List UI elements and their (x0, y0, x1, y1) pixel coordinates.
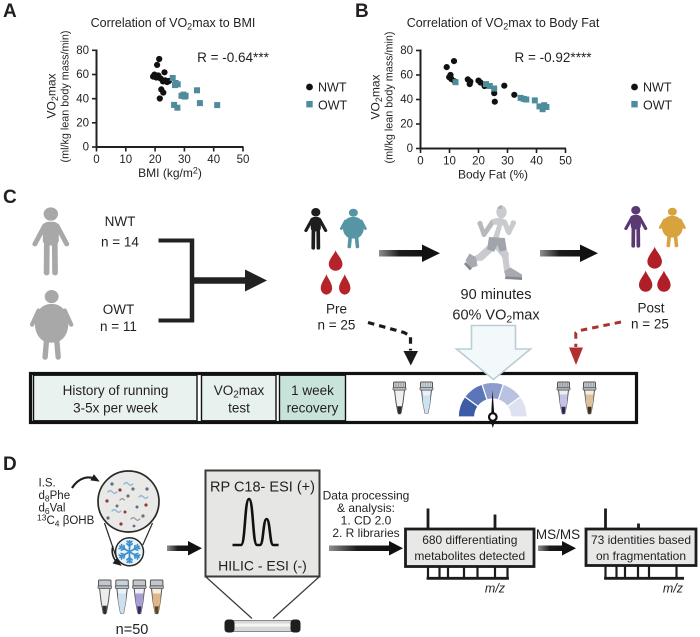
svg-text:NWT: NWT (318, 81, 347, 95)
svg-text:D: D (3, 454, 17, 475)
svg-text:OWT: OWT (643, 99, 673, 113)
svg-text:90 minutes: 90 minutes (461, 287, 532, 303)
svg-text:73 identities based: 73 identities based (591, 533, 691, 547)
svg-text:Body Fat (%): Body Fat (%) (458, 168, 528, 182)
svg-text:RP C18- ESI (+): RP C18- ESI (+) (210, 480, 315, 496)
svg-text:MS/MS: MS/MS (536, 527, 580, 542)
svg-text:VO2max: VO2max (45, 73, 61, 118)
svg-text:Data processing: Data processing (323, 489, 410, 503)
svg-text:0: 0 (417, 156, 423, 168)
svg-text:60: 60 (400, 70, 413, 82)
svg-text:50: 50 (237, 154, 250, 166)
svg-text:on fragmentation: on fragmentation (596, 549, 686, 563)
svg-text:Correlation of VO2max to BMI: Correlation of VO2max to BMI (91, 16, 256, 32)
svg-text:NWT: NWT (105, 214, 136, 229)
svg-text:40: 40 (76, 93, 89, 105)
svg-text:40: 40 (530, 156, 543, 168)
svg-text:recovery: recovery (287, 401, 339, 416)
svg-text:1 week: 1 week (291, 383, 334, 398)
svg-text:C: C (3, 187, 17, 208)
svg-text:VO2max: VO2max (214, 383, 265, 401)
svg-text:test: test (228, 401, 250, 416)
svg-text:2. R libraries: 2. R libraries (332, 526, 399, 540)
svg-text:A: A (3, 1, 17, 22)
svg-text:60% VO2max: 60% VO2max (452, 308, 540, 326)
svg-text:20: 20 (149, 154, 162, 166)
svg-text:0: 0 (83, 142, 89, 154)
svg-text:40: 40 (207, 154, 220, 166)
svg-text:1. CD 2.0: 1. CD 2.0 (341, 514, 392, 528)
svg-text:OWT: OWT (318, 99, 348, 113)
svg-text:n = 11: n = 11 (100, 319, 137, 334)
svg-text:(ml/kg lean body mass/min): (ml/kg lean body mass/min) (60, 30, 72, 162)
svg-text:10: 10 (443, 156, 456, 168)
svg-text:20: 20 (76, 118, 89, 130)
svg-text:10: 10 (119, 154, 132, 166)
svg-text:50: 50 (559, 156, 572, 168)
svg-text:80: 80 (76, 45, 89, 57)
svg-text:m/z: m/z (663, 582, 684, 596)
svg-text:680 differentiating: 680 differentiating (422, 533, 517, 547)
svg-text:30: 30 (178, 154, 191, 166)
svg-text:0: 0 (407, 143, 413, 155)
svg-text:OWT: OWT (103, 302, 135, 317)
svg-text:20: 20 (400, 119, 413, 131)
svg-text:n = 25: n = 25 (631, 317, 669, 332)
svg-text:d8Phe: d8Phe (39, 490, 71, 504)
svg-text:R = -0.92****: R = -0.92**** (515, 50, 593, 65)
svg-text:BMI (kg/m2): BMI (kg/m2) (138, 166, 202, 181)
svg-text:80: 80 (400, 45, 413, 57)
svg-text:n = 14: n = 14 (101, 235, 139, 250)
svg-text:Post: Post (637, 301, 664, 316)
svg-text:I.S.: I.S. (39, 478, 56, 490)
svg-text:History of running: History of running (63, 383, 169, 398)
svg-text:n=50: n=50 (116, 622, 149, 637)
svg-text:HILIC - ESI (-): HILIC - ESI (-) (218, 558, 307, 574)
svg-text:NWT: NWT (643, 81, 672, 95)
svg-text:60: 60 (76, 69, 89, 81)
svg-text:VO2max: VO2max (369, 74, 385, 119)
svg-text:metabolites detected: metabolites detected (414, 549, 525, 563)
svg-text:40: 40 (400, 94, 413, 106)
svg-text:m/z: m/z (485, 582, 506, 596)
svg-text:0: 0 (93, 154, 99, 166)
svg-text:20: 20 (472, 156, 485, 168)
svg-text:3-5x per week: 3-5x per week (73, 401, 158, 416)
svg-text:d6Val: d6Val (39, 503, 66, 517)
svg-text:Correlation of VO2max to Body: Correlation of VO2max to Body Fat (407, 16, 600, 32)
svg-text:& analysis:: & analysis: (337, 501, 395, 515)
svg-text:Pre: Pre (326, 302, 347, 317)
svg-text:R = -0.64***: R = -0.64*** (197, 50, 269, 65)
svg-text:30: 30 (501, 156, 514, 168)
svg-text:n = 25: n = 25 (318, 318, 356, 333)
svg-text:B: B (355, 1, 369, 22)
svg-text:(ml/kg lean body mass/min): (ml/kg lean body mass/min) (384, 31, 396, 163)
svg-text:13C4 βOHB: 13C4 βOHB (37, 513, 95, 529)
